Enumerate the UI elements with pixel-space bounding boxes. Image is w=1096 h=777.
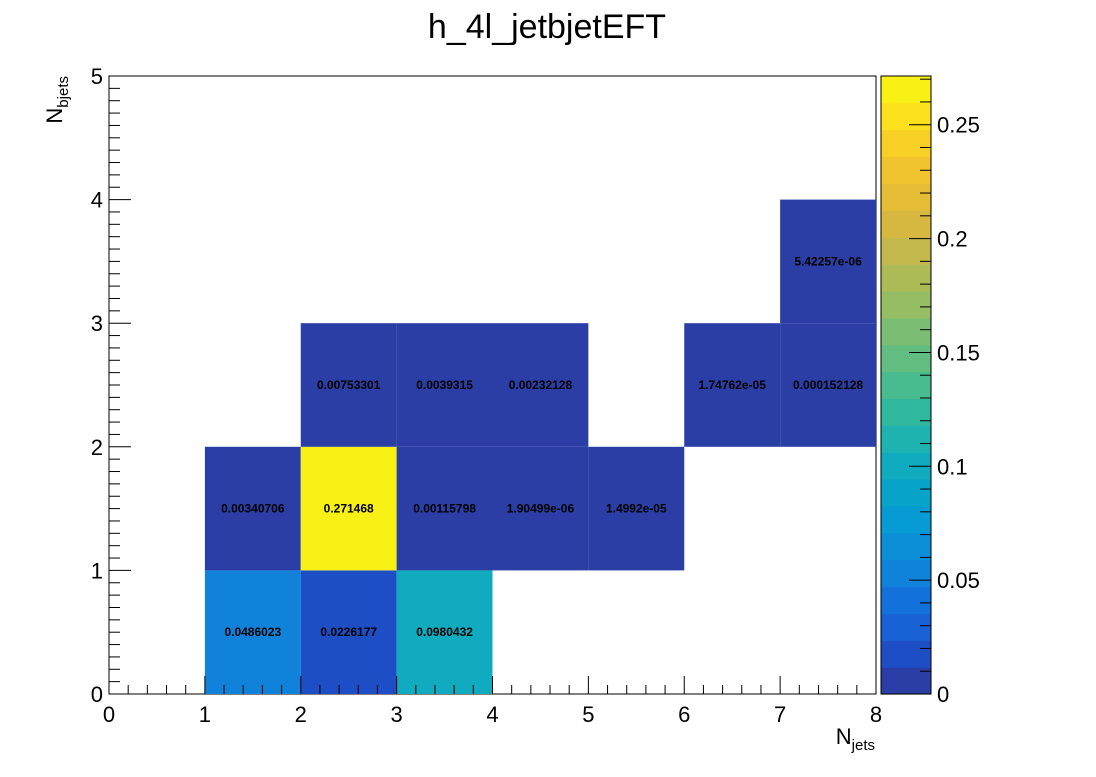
cell-value-label: 0.0039315 [416,378,473,392]
heatmap-cell [300,570,397,694]
cell-value-label: 0.0226177 [320,625,377,639]
y-tick-label: 3 [91,311,103,336]
color-scale-tick-label: 0.2 [937,227,968,252]
y-tick-label: 2 [91,435,103,460]
color-scale-band [881,183,931,211]
heatmap-cell-labels: 0.0486023 0.0226177 0.0980432 0.00340706 0.2… [221,254,863,639]
x-axis: 0 1 2 3 4 5 6 7 8 [103,676,882,727]
heatmap-cell [204,446,301,571]
cell-value-label: 0.271468 [324,502,374,516]
color-scale-band [881,344,931,373]
color-scale-band [881,640,931,668]
color-scale-band [881,425,931,453]
heatmap-cell [300,446,397,571]
color-scale-tick-label: 0.15 [937,340,980,365]
cell-value-label: 0.0980432 [416,625,473,639]
color-scale-band [881,586,931,614]
color-scale-band [881,532,931,561]
color-scale-band [881,102,931,131]
cell-value-label: 0.00340706 [221,502,285,516]
color-scale-band [881,505,931,534]
cell-value-label: 0.0486023 [224,625,281,639]
heatmap-cell [300,323,397,447]
heatmap-cell [684,323,781,447]
color-scale-tick-label: 0 [937,682,949,707]
cell-value-label: 0.000152128 [793,378,863,392]
color-scale-tick-label: 0.1 [937,454,968,479]
heatmap-cell [492,323,589,447]
color-scale-band [881,371,931,400]
heatmap-cell [780,199,876,324]
x-tick-label: 8 [870,702,882,727]
x-tick-label: 5 [582,702,594,727]
cell-value-label: 1.4992e-05 [606,502,667,516]
color-scale-band [881,264,931,292]
y-tick-label: 0 [91,682,103,707]
cell-value-label: 1.74762e-05 [698,378,766,392]
heatmap-cell [492,446,589,571]
heatmap-cell [588,446,685,571]
color-scale-band [881,129,931,158]
heatmap-cell [780,323,876,447]
x-axis-label-sub: jets [851,737,875,754]
chart-title: h_4l_jetbjetEFT [428,8,666,46]
color-scale-band [881,559,931,588]
x-tick-label: 2 [295,702,307,727]
color-scale-band [881,613,931,641]
cell-value-label: 0.00232128 [509,378,573,392]
cell-value-label: 0.00115798 [413,502,476,516]
heatmap-cells [204,199,876,694]
y-axis-label-main: N [42,108,67,124]
y-tick-label: 4 [91,188,103,213]
color-scale-band [881,479,931,507]
cell-value-label: 5.42257e-06 [794,254,862,268]
heatmap-cell [396,570,493,694]
x-axis-label-main: N [836,724,852,749]
color-scale-band [881,237,931,265]
cell-value-label: 1.90499e-06 [507,502,575,516]
color-scale-band [881,317,931,346]
x-tick-label: 7 [774,702,786,727]
color-scale-band [881,76,931,104]
color-scale-tick-label: 0.05 [937,568,980,593]
x-tick-label: 1 [199,702,211,727]
color-scale-band [881,290,931,319]
heatmap-cell [396,446,493,571]
x-axis-label: Njets [836,724,875,754]
y-axis-label: Nbjets [42,76,72,124]
heatmap-cell [204,570,301,694]
x-tick-label: 0 [103,702,115,727]
x-tick-label: 6 [678,702,690,727]
color-scale-bar: 0 0.05 0.1 0.15 0.2 0.25 [880,75,980,707]
x-tick-label: 3 [391,702,403,727]
y-tick-label: 5 [91,64,103,89]
color-scale-frame [880,75,932,695]
color-scale-band [881,398,931,426]
x-tick-label: 4 [486,702,498,727]
color-scale-band [881,210,931,238]
y-axis: 0 1 2 3 4 5 [91,64,131,707]
y-axis-label-sub: bjets [55,76,72,108]
color-scale-tick-label: 0.25 [937,113,980,138]
cell-value-label: 0.00753301 [317,378,381,392]
y-tick-label: 1 [91,558,103,583]
heatmap-cell [396,323,493,447]
